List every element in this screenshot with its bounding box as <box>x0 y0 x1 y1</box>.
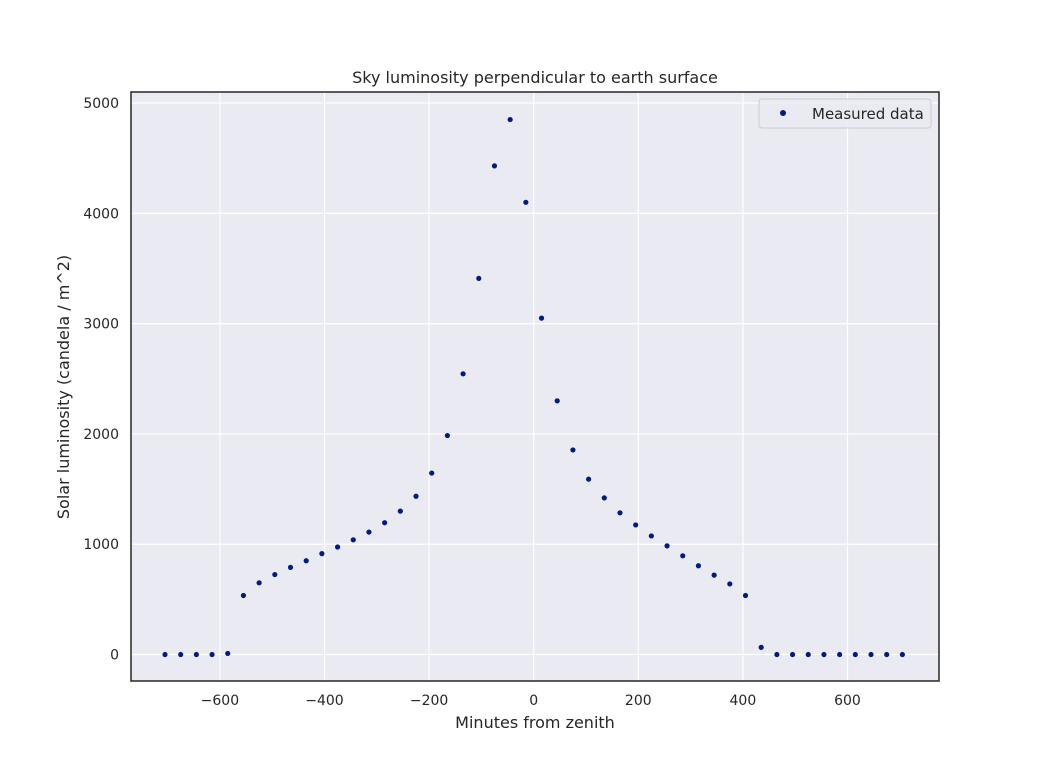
x-tick-label: −400 <box>305 693 343 709</box>
data-point <box>507 116 513 123</box>
data-point <box>868 651 874 658</box>
data-point <box>491 163 498 169</box>
data-point <box>601 495 607 501</box>
x-tick-label: 0 <box>529 693 538 709</box>
data-point <box>178 651 184 658</box>
data-point <box>334 544 341 550</box>
data-point <box>680 553 686 559</box>
data-point <box>852 651 858 658</box>
plot-area-frame <box>130 91 940 682</box>
legend: Measured data <box>758 98 932 129</box>
y-axis-label: Solar luminosity (candela / m^2) <box>54 255 73 519</box>
data-point <box>884 651 890 658</box>
y-tick-label: 4000 <box>83 206 119 222</box>
data-point <box>617 510 623 516</box>
data-point <box>366 529 372 535</box>
data-point <box>209 651 215 658</box>
data-point <box>586 476 592 482</box>
x-tick-labels: −600 −400 −200 0 200 400 600 <box>201 693 861 709</box>
y-tick-label: 1000 <box>83 537 119 553</box>
data-point <box>256 580 262 586</box>
data-point <box>711 572 717 578</box>
legend-label: Measured data <box>812 105 924 123</box>
data-point <box>664 543 670 549</box>
data-point <box>523 199 529 205</box>
legend-marker <box>780 110 786 116</box>
data-point <box>695 563 702 569</box>
data-point <box>554 398 560 404</box>
data-point <box>633 522 639 528</box>
data-point <box>837 651 843 658</box>
data-point <box>272 571 278 578</box>
data-point <box>758 644 764 650</box>
data-point <box>193 651 199 658</box>
y-tick-label: 0 <box>110 648 119 664</box>
y-tick-labels: 0 1000 2000 3000 4000 5000 <box>83 96 119 663</box>
data-point <box>476 275 482 282</box>
data-point <box>350 537 356 543</box>
data-point <box>240 592 247 599</box>
data-point <box>805 651 811 658</box>
data-point <box>742 592 749 599</box>
chart-title: Sky luminosity perpendicular to earth su… <box>352 68 718 87</box>
data-point <box>429 470 435 476</box>
data-point <box>444 432 451 439</box>
data-point <box>821 651 827 658</box>
y-tick-label: 2000 <box>83 427 119 443</box>
data-point <box>162 651 168 658</box>
data-point <box>413 493 419 499</box>
x-tick-label: 400 <box>730 693 757 709</box>
x-axis-label: Minutes from zenith <box>455 713 615 732</box>
x-tick-label: −200 <box>410 693 448 709</box>
data-point <box>397 508 403 514</box>
legend-box <box>758 98 932 129</box>
x-tick-label: 600 <box>834 693 861 709</box>
data-point <box>287 564 294 570</box>
data-point <box>727 581 733 587</box>
x-tick-label: 200 <box>625 693 652 709</box>
data-point <box>774 651 780 658</box>
y-tick-label: 5000 <box>83 96 119 112</box>
data-points <box>162 116 905 658</box>
plot-area-background <box>131 92 939 681</box>
data-point <box>899 651 905 658</box>
data-point <box>303 558 309 564</box>
data-point <box>570 447 576 453</box>
data-point <box>382 520 388 526</box>
y-tick-label: 3000 <box>83 317 119 333</box>
data-point <box>789 651 796 658</box>
data-point <box>319 551 325 557</box>
data-point <box>648 533 654 539</box>
data-point <box>225 650 231 657</box>
x-tick-label: −600 <box>201 693 239 709</box>
data-point <box>538 315 545 321</box>
data-point <box>460 371 466 377</box>
